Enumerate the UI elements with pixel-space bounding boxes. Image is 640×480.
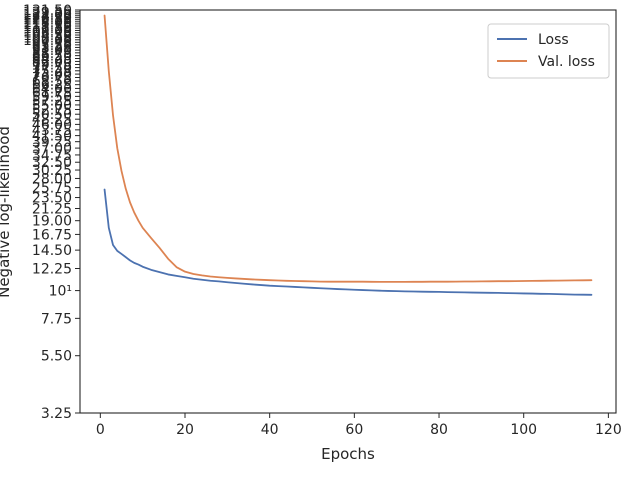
legend-box [487, 23, 610, 79]
y-tick-label: 127.00 [23, 7, 72, 23]
y-tick-label: 3.25 [41, 406, 72, 422]
y-tick-label: 52.75 [32, 102, 72, 118]
y-tick-label: 12.25 [32, 261, 72, 277]
y-tick-label: 66.25 [32, 78, 72, 94]
y-tick-label: 124.75 [23, 9, 72, 25]
y-tick-label: 129.25 [23, 5, 72, 21]
y-axis: 3.25 5.50 7.75 10¹ 12.25 14.5016.7519.0021.25… [23, 3, 80, 422]
y-tick-label: 16.75 [32, 227, 72, 243]
x-axis: 0 20 40 60 80 100 120 [96, 413, 622, 438]
y-tick-label: 59.50 [32, 89, 72, 105]
y-tick-label: 68.50 [32, 74, 72, 90]
y-tick-label: 19.00 [32, 214, 72, 230]
y-tick-label: 86.50 [32, 49, 72, 65]
legend-label-loss: Loss [538, 32, 569, 48]
y-tick-label: 7.75 [41, 311, 72, 327]
y-tick-label: 106.75 [23, 26, 72, 42]
x-tick-label: 20 [176, 422, 194, 438]
x-tick-label: 40 [261, 422, 279, 438]
y-tick-label: 43.75 [32, 123, 72, 139]
y-tick-label: 34.75 [32, 148, 72, 164]
y-tick-label: 70.75 [32, 71, 72, 87]
y-tick-label: 37.00 [32, 141, 72, 157]
y-tick-label: 82.00 [32, 54, 72, 70]
y-tick-label: 50.50 [32, 107, 72, 123]
y-tick-label: 79.75 [32, 57, 72, 73]
y-tick-label: 122.50 [23, 11, 72, 27]
y-tick-label: 88.75 [32, 46, 72, 62]
y-tick-label: 23.50 [32, 191, 72, 207]
legend-label-val-loss: Val. loss [538, 54, 595, 70]
y-tick-label: 41.50 [32, 129, 72, 145]
y-tick-label: 104.50 [23, 28, 72, 44]
y-tick-label: 91.00 [32, 43, 72, 59]
y-tick-label: 100.00 [23, 33, 72, 49]
series-line-val-loss [103, 14, 593, 283]
y-tick-label: 32.50 [32, 155, 72, 171]
y-tick-label: 48.25 [32, 112, 72, 128]
series-layer [103, 14, 593, 296]
y-tick-label: 28.00 [32, 171, 72, 187]
y-tick-label: 120.25 [23, 13, 72, 29]
y-tick-label: 131.50 [23, 3, 72, 19]
y-tick-label: 5.50 [41, 349, 72, 365]
y-tick-label: 30.25 [32, 163, 72, 179]
y-tick-label: 64.00 [32, 81, 72, 97]
plot-frame [79, 9, 617, 414]
y-tick-label: 55.00 [32, 98, 72, 114]
y-tick-label: 111.25 [23, 21, 72, 37]
series-line-loss [103, 188, 593, 296]
y-tick-label: 118.00 [23, 15, 72, 31]
x-tick-label: 80 [430, 422, 448, 438]
y-tick-label: 14.50 [32, 243, 72, 259]
y-tick-label: 39.25 [32, 135, 72, 151]
y-tick-label: 113.50 [23, 19, 72, 35]
y-tick-label: 46.00 [32, 117, 72, 133]
y-tick-label: 115.75 [23, 17, 72, 33]
y-tick-label: 102.25 [23, 30, 72, 46]
y-tick-label: 75.25 [32, 64, 72, 80]
y-tick-label: 21.25 [32, 202, 72, 218]
x-tick-label: 0 [96, 422, 105, 438]
y-tick-label: 25.75 [32, 181, 72, 197]
y-tick-label: 61.75 [32, 85, 72, 101]
x-tick-label: 100 [510, 422, 537, 438]
y-tick-label: 93.25 [32, 40, 72, 56]
y-tick-label: 84.25 [32, 51, 72, 67]
y-tick-label: 109.00 [23, 23, 72, 39]
y-axis-label: Negative log-likelihood [0, 126, 13, 298]
y-tick-label: 95.50 [32, 38, 72, 54]
y-tick-label: 97.75 [32, 35, 72, 51]
y-tick-label: 10¹ [49, 284, 72, 300]
legend: Loss Val. loss [487, 23, 610, 79]
y-tick-label: 57.25 [32, 94, 72, 110]
x-axis-label: Epochs [321, 445, 375, 463]
y-tick-label: 73.00 [32, 67, 72, 83]
x-tick-label: 120 [595, 422, 622, 438]
x-tick-label: 60 [345, 422, 363, 438]
y-tick-label: 77.50 [32, 61, 72, 77]
